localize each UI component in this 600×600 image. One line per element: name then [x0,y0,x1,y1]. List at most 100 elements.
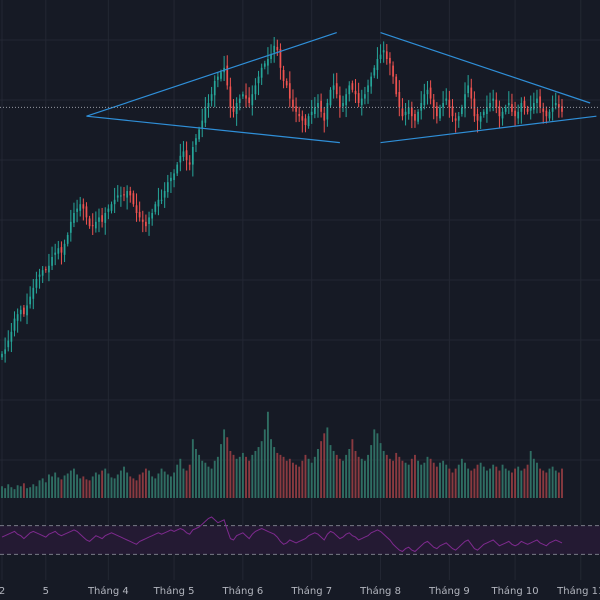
candle-body [267,59,269,66]
candle [445,88,448,105]
candle-body [120,195,122,197]
volume-bar [482,466,485,498]
candle [132,190,135,207]
candle [4,337,6,363]
candle-body [395,76,398,95]
candle [545,106,548,124]
candle [442,91,444,117]
candle-body [357,93,360,103]
candle-body [235,103,238,114]
volume-bar [26,488,28,498]
candle-body [73,213,75,223]
candle-body [126,191,128,198]
candle [285,78,288,89]
candle [295,97,297,123]
candle-body [229,86,232,108]
candle [439,104,441,122]
volume-bar [326,427,329,498]
volume-bar [285,460,288,498]
candle-body [79,204,82,211]
candle [154,201,157,215]
candle [7,330,10,352]
volume-bar [204,462,207,498]
volume-bar [551,466,554,498]
volume-bar [160,468,163,498]
candle-body [548,111,551,119]
volume-bar [47,474,50,498]
candle-body [116,195,119,198]
candle [398,80,401,117]
candle-body [226,65,229,86]
candle-body [467,85,470,94]
volume-bar [195,449,197,498]
candle-body [23,307,25,315]
candle-body [54,252,57,255]
candle [226,55,229,90]
volume-bar [32,484,35,498]
candle [558,95,560,118]
volume-bar [498,470,501,498]
candle-body [398,92,401,108]
volume-bar [501,464,504,498]
volume-bar [245,456,247,498]
candle [367,79,369,104]
candle [148,211,150,236]
volume-bar [367,454,369,498]
volume-bar [392,460,394,498]
volume-bar [110,477,113,498]
candle [273,37,276,63]
candle [301,110,304,133]
candle [126,185,128,210]
candle-body [385,51,388,59]
volume-bar [357,456,360,498]
candle-body [276,46,279,51]
volume-bars [1,411,563,498]
volume-bar [141,472,144,498]
candle-body [154,204,157,212]
candle-body [498,106,501,117]
candle [410,101,413,129]
x-tick-label: Tháng 6 [221,585,263,597]
candle [38,268,41,289]
volume-bar [151,476,154,498]
volume-bar [223,429,226,498]
candle [482,109,485,118]
candle-body [532,103,535,110]
volume-bar [548,468,551,498]
volume-bar [485,470,488,498]
candle-body [545,110,548,117]
volume-bar [382,450,385,498]
candle-body [307,116,310,127]
candle [245,83,247,108]
volume-bar [342,460,344,498]
candle [120,186,122,207]
volume-bar [470,470,473,498]
candle [317,94,319,118]
candle [94,211,97,233]
candle [354,79,357,103]
candle [335,72,338,99]
candle-body [420,103,423,111]
candle-body [523,100,526,108]
volume-bar [370,445,373,498]
volume-bar [104,468,107,498]
volume-bar [248,460,251,498]
volume-bar [276,452,279,498]
volume-bar [198,454,201,498]
candle-body [135,205,138,213]
candle [389,52,391,76]
candle-body [260,67,263,78]
candle [326,98,329,127]
candle [217,72,219,88]
volume-bar [51,476,53,498]
candle [107,204,110,220]
candle-body [442,103,444,108]
candle [204,97,207,127]
volume-bar [241,452,244,498]
candle-body [191,147,194,165]
volume-bar [54,472,57,498]
volume-bar [554,470,557,498]
candle [135,193,138,222]
volume-bar [119,470,122,498]
